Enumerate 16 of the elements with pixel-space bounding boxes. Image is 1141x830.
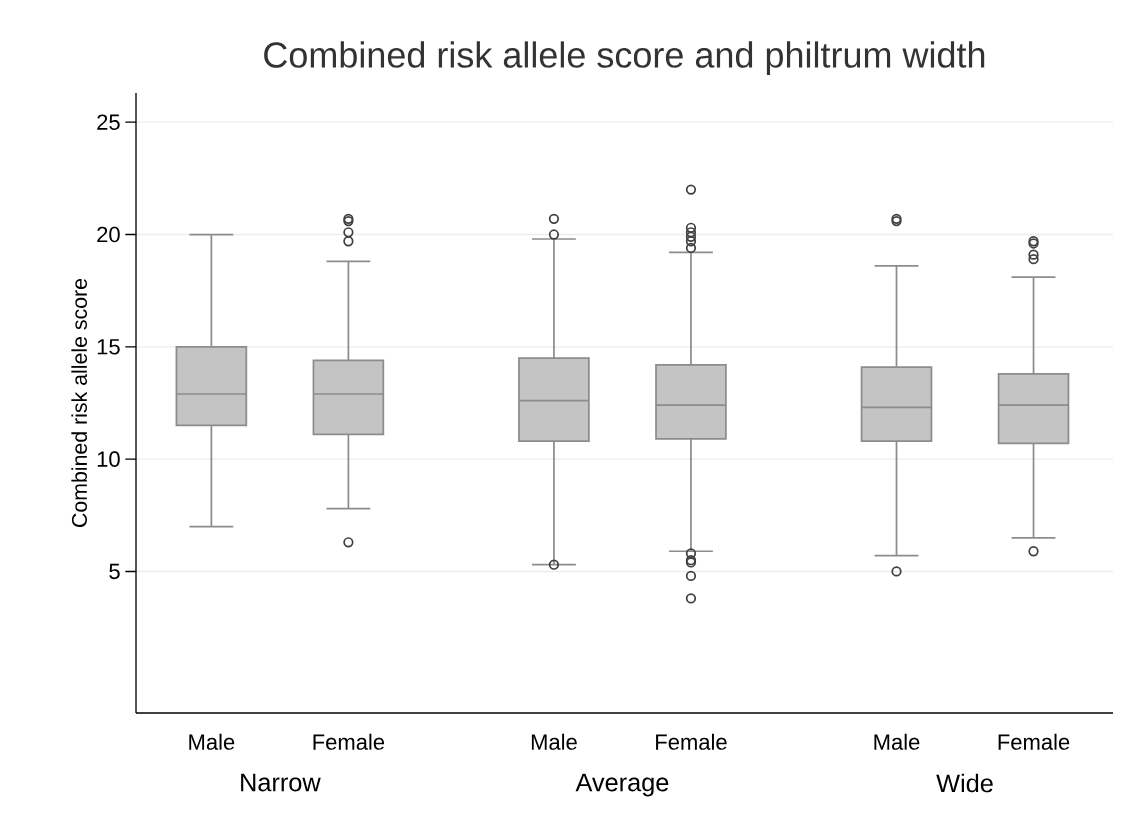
y-tick-label: 5 [109,563,120,580]
y-axis-title: Combined risk allele score [71,278,88,527]
y-tick-label: 10 [97,451,120,467]
x-tick-label: Male [531,733,577,750]
y-tick-label: 20 [97,226,120,243]
x-tick-label: Female [998,733,1070,750]
text: Wide [936,773,993,793]
x-tick-label: Female [313,733,385,750]
x-tick-label: Male [189,733,235,750]
text: Narrow [241,773,321,792]
text: Average [575,773,669,797]
y-tick-label: 15 [97,339,120,355]
y-tick-label: 25 [97,114,120,130]
x-tick-label: Male [874,733,920,750]
x-tick-label: Female [656,733,727,750]
chart-title: Combined risk allele score and philtrum width [264,41,985,75]
